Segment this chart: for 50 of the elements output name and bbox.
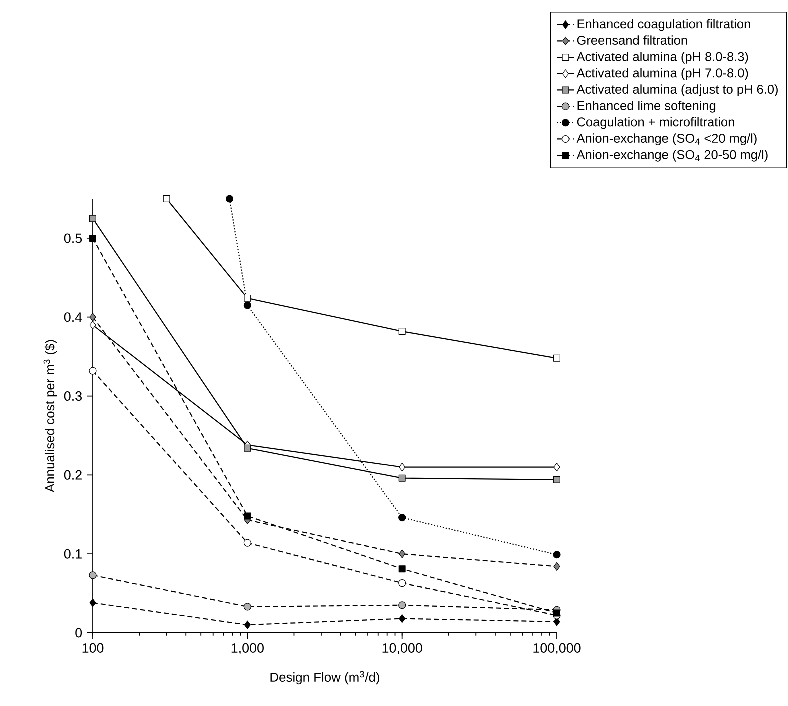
point xyxy=(398,474,406,482)
point xyxy=(398,580,406,588)
y-tick-label: 0.3 xyxy=(64,392,82,402)
legend-label: Coagulation + microfiltration xyxy=(577,117,734,130)
point xyxy=(554,463,560,472)
legend-label: Enhanced coagulation filtration xyxy=(578,19,750,32)
y-tick-label: 0.2 xyxy=(64,470,82,480)
x-axis-title: Design Flow (m$^{3}$/d) xyxy=(270,671,380,685)
point xyxy=(90,234,96,242)
y-axis-title: Annualised cost per m$^{3}$ ($) xyxy=(44,340,58,493)
point xyxy=(90,320,96,330)
legend-label: Anion-exchange (SO$_{4}$ 20-50 mg/l) xyxy=(576,150,768,162)
point xyxy=(553,551,561,559)
legend-label: Anion-exchange (SO$_{4}$ <20 mg/l) xyxy=(576,134,757,146)
point xyxy=(398,602,406,610)
legend-label: Enhanced lime softening xyxy=(578,100,716,113)
point xyxy=(398,328,406,336)
point xyxy=(554,562,560,572)
point xyxy=(399,550,406,558)
point xyxy=(244,512,252,520)
point xyxy=(554,476,560,484)
point xyxy=(89,367,97,375)
legend-label: Activated alumina (pH 8.0-8.3) xyxy=(576,52,748,64)
point xyxy=(244,539,252,547)
legend-label: Greensand filtration xyxy=(577,36,688,46)
point xyxy=(244,302,252,310)
point xyxy=(398,514,406,522)
point xyxy=(89,572,97,580)
y-tick-label: 0.5 xyxy=(64,234,82,244)
y-tick-label: 0.1 xyxy=(64,549,82,559)
point xyxy=(399,614,406,624)
x-tick-label: 1,000 xyxy=(232,643,264,655)
point xyxy=(244,294,252,302)
point xyxy=(244,620,251,630)
legend-label: Activated alumina (adjust to pH 6.0) xyxy=(576,84,778,97)
x-tick-label: 100,000 xyxy=(534,643,581,655)
point xyxy=(244,603,252,611)
point xyxy=(90,215,96,222)
y-tick-label: 0.4 xyxy=(64,312,82,322)
point xyxy=(399,463,406,472)
y-tick-label: 0 xyxy=(76,628,82,638)
point xyxy=(554,610,560,617)
point xyxy=(554,354,560,362)
legend-label: Activated alumina (pH 7.0-8.0) xyxy=(576,68,748,80)
point xyxy=(90,313,96,322)
point xyxy=(90,598,96,608)
point xyxy=(244,444,252,452)
x-tick-label: 100 xyxy=(82,643,104,653)
point xyxy=(398,566,406,573)
x-tick-label: 10,000 xyxy=(382,643,422,655)
